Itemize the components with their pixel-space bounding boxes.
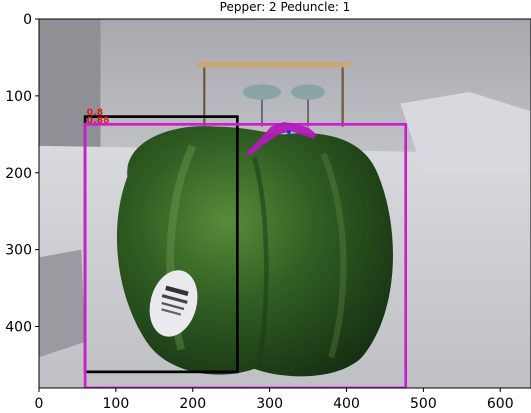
pepper-body [117, 126, 393, 376]
x-tick-label: 300 [256, 396, 283, 412]
x-tick-label: 200 [179, 396, 206, 412]
x-tick-label: 0 [35, 396, 44, 412]
peduncle-marker [287, 130, 291, 134]
x-tick-label: 600 [487, 396, 514, 412]
detection-score-label: 0.88 [87, 115, 110, 126]
y-tick-label: 300 [5, 243, 32, 259]
photo-image: 0.80.88 [39, 19, 531, 388]
y-tick-label: 0 [23, 12, 32, 28]
y-tick-label: 400 [5, 320, 32, 336]
y-tick-label: 200 [5, 166, 32, 182]
y-tick-label: 100 [5, 89, 32, 105]
figure-title: Pepper: 2 Peduncle: 1 [220, 0, 351, 14]
x-tick-label: 100 [103, 396, 130, 412]
x-tick-label: 500 [410, 396, 437, 412]
x-tick-label: 400 [333, 396, 360, 412]
